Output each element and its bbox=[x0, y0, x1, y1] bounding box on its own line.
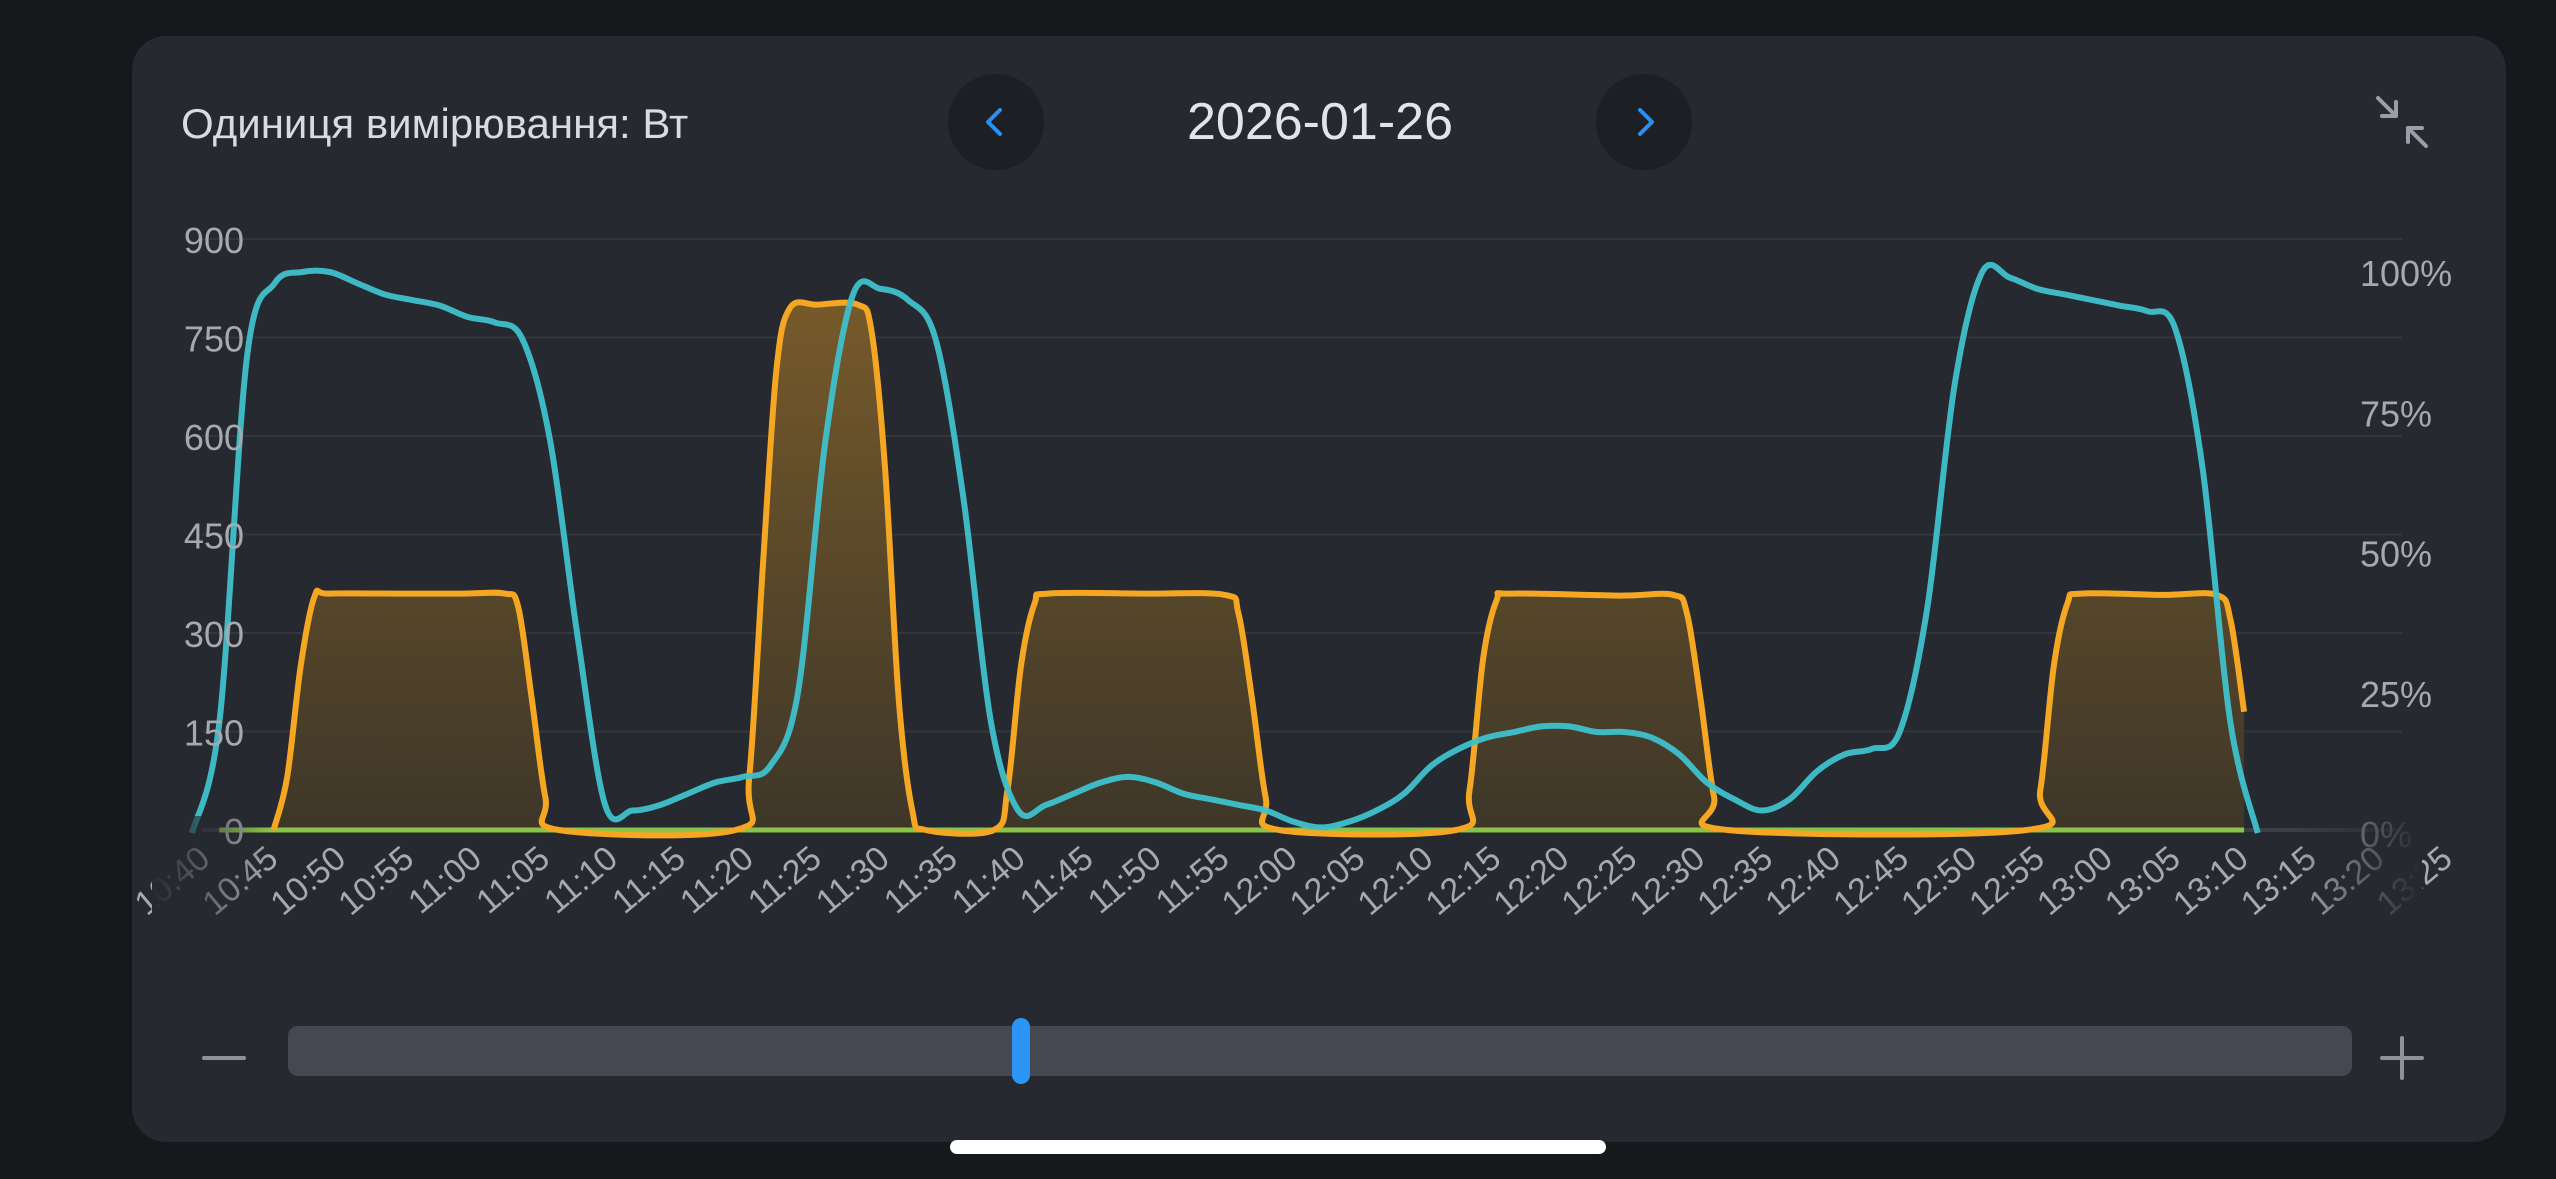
previous-day-button[interactable] bbox=[948, 74, 1044, 170]
x-tick-label: 12:50 bbox=[1894, 839, 1984, 923]
chart-lines bbox=[189, 261, 2261, 839]
x-tick-label: 12:25 bbox=[1554, 839, 1644, 923]
power-series-area bbox=[273, 302, 2245, 836]
x-tick-label: 11:40 bbox=[945, 839, 1033, 921]
chevron-right-icon bbox=[1638, 108, 1654, 136]
next-day-button[interactable] bbox=[1596, 74, 1692, 170]
x-tick-label: 11:00 bbox=[401, 839, 489, 921]
power-chart[interactable]: 0150300450600750900 0%25%50%75%100% 10:4… bbox=[132, 36, 2506, 996]
percent-series-line bbox=[189, 261, 2261, 834]
x-axis: 10:4010:4510:5010:5511:0011:0511:1011:15… bbox=[132, 839, 2459, 923]
y-right-tick-label: 75% bbox=[2360, 393, 2432, 434]
chart-card: Одиниця вимірювання: Вт 2026-01-26 bbox=[132, 36, 2506, 1142]
y-right-tick-label: 25% bbox=[2360, 674, 2432, 715]
x-tick-label: 12:40 bbox=[1758, 839, 1848, 923]
x-tick-label: 11:55 bbox=[1149, 839, 1237, 921]
y-left-tick-label: 300 bbox=[184, 614, 244, 655]
y-left-tick-label: 600 bbox=[184, 417, 244, 458]
x-tick-label: 11:05 bbox=[469, 839, 557, 921]
collapse-button[interactable] bbox=[2368, 88, 2436, 156]
x-tick-label: 11:35 bbox=[877, 839, 965, 921]
date-label: 2026-01-26 bbox=[1187, 93, 1453, 151]
x-tick-label: 11:10 bbox=[537, 839, 625, 921]
collapse-arrows-icon bbox=[2376, 96, 2428, 148]
x-tick-label: 11:15 bbox=[605, 839, 693, 921]
y-left-tick-label: 150 bbox=[184, 713, 244, 754]
power-series-fill bbox=[273, 302, 2245, 836]
y-left-tick-label: 900 bbox=[184, 220, 244, 261]
x-tick-label: 12:15 bbox=[1419, 839, 1509, 923]
x-tick-label: 11:25 bbox=[741, 839, 829, 921]
x-tick-label: 12:05 bbox=[1283, 839, 1373, 923]
y-left-tick-label: 750 bbox=[184, 319, 244, 360]
x-tick-label: 12:20 bbox=[1487, 839, 1577, 923]
unit-label: Одиниця вимірювання: Вт bbox=[181, 100, 689, 147]
x-tick-label: 10:55 bbox=[331, 839, 421, 923]
zoom-out-button[interactable] bbox=[192, 1026, 256, 1090]
minus-icon bbox=[202, 1056, 246, 1060]
x-tick-label: 11:45 bbox=[1013, 839, 1101, 921]
zoom-slider[interactable] bbox=[288, 1018, 2352, 1084]
y-right-tick-label: 100% bbox=[2360, 253, 2452, 294]
y-left-tick-label: 450 bbox=[184, 516, 244, 557]
right-axis: 0%25%50%75%100% bbox=[2360, 253, 2452, 855]
x-tick-label: 12:10 bbox=[1351, 839, 1441, 923]
x-tick-label: 12:55 bbox=[1962, 839, 2052, 923]
x-axis-fade-left bbox=[152, 816, 272, 966]
x-axis-fade-right bbox=[2292, 816, 2422, 966]
x-tick-label: 11:50 bbox=[1081, 839, 1169, 921]
x-tick-label: 13:10 bbox=[2166, 839, 2256, 923]
chevron-left-icon bbox=[986, 108, 1002, 136]
x-tick-label: 11:30 bbox=[809, 839, 897, 921]
y-right-tick-label: 50% bbox=[2360, 534, 2432, 575]
x-tick-label: 12:45 bbox=[1826, 839, 1916, 923]
x-tick-label: 13:05 bbox=[2098, 839, 2188, 923]
x-tick-label: 11:20 bbox=[673, 839, 761, 921]
zoom-in-button[interactable] bbox=[2370, 1026, 2434, 1090]
x-tick-label: 12:00 bbox=[1215, 839, 1305, 923]
x-tick-label: 10:50 bbox=[263, 839, 353, 923]
plus-icon bbox=[2380, 1036, 2424, 1080]
x-tick-label: 12:35 bbox=[1690, 839, 1780, 923]
power-series-line bbox=[270, 299, 2248, 839]
x-tick-label: 12:30 bbox=[1622, 839, 1712, 923]
x-tick-label: 13:00 bbox=[2030, 839, 2120, 923]
home-indicator[interactable] bbox=[950, 1140, 1606, 1154]
zoom-slider-thumb[interactable] bbox=[1011, 1018, 1030, 1084]
